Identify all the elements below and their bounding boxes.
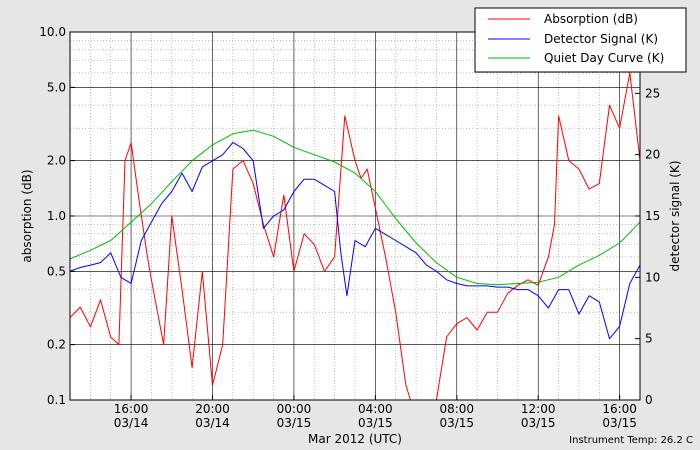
left-y-tick-label: 2.0 bbox=[47, 154, 66, 168]
left-y-tick-label: 1.0 bbox=[47, 209, 66, 223]
x-tick-time: 04:00 bbox=[358, 402, 393, 416]
right-y-tick-label: 15 bbox=[645, 209, 660, 223]
legend-label-absorption: Absorption (dB) bbox=[544, 12, 638, 26]
left-y-tick-label: 5.0 bbox=[47, 80, 66, 94]
right-y-tick-label: 0 bbox=[645, 393, 653, 407]
series-line-quiet-day-curve bbox=[70, 129, 640, 286]
legend-label-quiet-day-curve: Quiet Day Curve (K) bbox=[544, 51, 664, 65]
instrument-temp-label: Instrument Temp: 26.2 C bbox=[569, 435, 693, 446]
right-y-axis-label: detector signal (K) bbox=[668, 160, 682, 271]
x-axis: 16:0003/1420:0003/1400:0003/1504:0003/15… bbox=[114, 395, 637, 430]
x-tick-time: 00:00 bbox=[277, 402, 312, 416]
left-y-tick-label: 0.1 bbox=[47, 393, 66, 407]
left-y-tick-label: 10.0 bbox=[39, 25, 66, 39]
left-y-tick-label: 0.5 bbox=[47, 264, 66, 278]
x-tick-date: 03/14 bbox=[114, 416, 149, 430]
right-y-axis: 0 5 10 15 20 25 bbox=[635, 86, 660, 407]
x-tick-date: 03/15 bbox=[521, 416, 556, 430]
x-tick-time: 16:00 bbox=[602, 402, 637, 416]
left-y-axis: 0.1 0.2 0.5 1.0 2.0 5.0 10.0 bbox=[39, 25, 75, 407]
left-y-tick-label: 0.2 bbox=[47, 338, 66, 352]
x-tick-date: 03/15 bbox=[439, 416, 474, 430]
x-axis-label: Mar 2012 (UTC) bbox=[308, 432, 402, 446]
series-line-absorption bbox=[70, 72, 640, 400]
right-y-tick-label: 10 bbox=[645, 270, 660, 284]
x-tick-date: 03/15 bbox=[277, 416, 312, 430]
legend-label-detector-signal: Detector Signal (K) bbox=[544, 32, 658, 46]
right-y-tick-label: 25 bbox=[645, 86, 660, 100]
x-tick-time: 20:00 bbox=[195, 402, 230, 416]
x-tick-time: 12:00 bbox=[521, 402, 556, 416]
series-line-detector-signal bbox=[70, 141, 640, 340]
right-y-tick-label: 5 bbox=[645, 332, 653, 346]
x-tick-time: 16:00 bbox=[114, 402, 149, 416]
x-tick-date: 03/15 bbox=[602, 416, 637, 430]
x-tick-date: 03/14 bbox=[195, 416, 230, 430]
x-tick-time: 08:00 bbox=[439, 402, 474, 416]
right-y-tick-label: 20 bbox=[645, 148, 660, 162]
legend: Absorption (dB) Detector Signal (K) Quie… bbox=[474, 7, 687, 73]
series-layer bbox=[70, 72, 640, 400]
left-y-axis-label: absorption (dB) bbox=[20, 169, 34, 262]
x-tick-date: 03/15 bbox=[358, 416, 393, 430]
